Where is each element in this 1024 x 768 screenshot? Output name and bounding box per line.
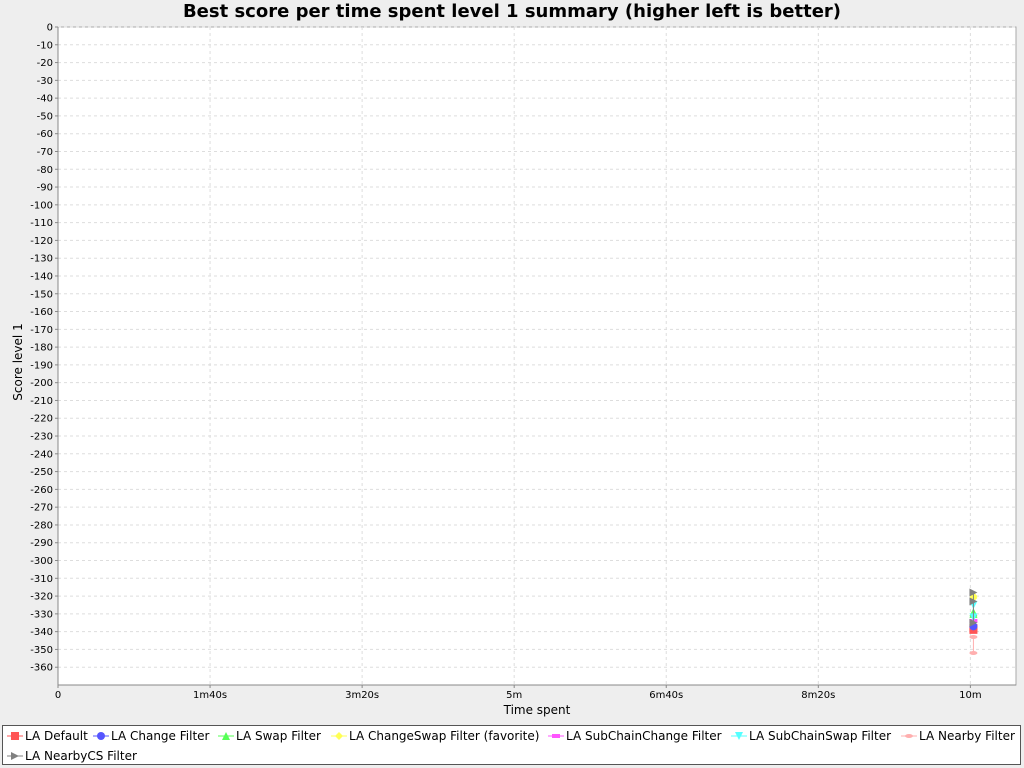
y-tick-label: -220: [30, 414, 53, 425]
legend-label: LA Default: [25, 729, 88, 743]
y-tick-label: -120: [30, 236, 53, 247]
legend-marker: [335, 732, 343, 740]
legend-marker-icon: [7, 752, 23, 760]
series-7: [969, 588, 978, 627]
legend-label: LA ChangeSwap Filter (favorite): [349, 729, 540, 743]
legend-label: LA NearbyCS Filter: [25, 749, 137, 763]
y-tick-label: -80: [37, 165, 53, 176]
legend-marker-icon: [7, 732, 23, 740]
legend-label: LA Nearby Filter: [919, 729, 1015, 743]
x-tick-label: 1m40s: [193, 690, 227, 701]
chart-title: Best score per time spent level 1 summar…: [182, 1, 842, 22]
legend-marker: [11, 732, 19, 740]
series-6: [969, 634, 978, 655]
y-tick-label: -190: [30, 360, 53, 371]
y-tick-label: 0: [47, 23, 53, 34]
x-tick-label: 3m20s: [345, 690, 379, 701]
y-tick-label: -340: [30, 627, 53, 638]
y-tick-label: -40: [37, 94, 53, 105]
x-tick-label: 0: [55, 690, 61, 701]
x-tick-label: 5m: [506, 690, 522, 701]
legend-marker: [11, 752, 19, 760]
legend-marker-icon: [218, 732, 234, 740]
y-tick-label: -160: [30, 307, 53, 318]
y-tick-label: -210: [30, 396, 53, 407]
y-tick-label: -50: [37, 111, 53, 122]
y-tick-label: -150: [30, 289, 53, 300]
legend-marker: [735, 732, 743, 740]
data-marks: [969, 588, 978, 655]
legend-marker: [222, 732, 230, 740]
y-tick-label: -320: [30, 592, 53, 603]
y-tick-label: -270: [30, 503, 53, 514]
legend-marker-icon: [901, 734, 917, 738]
y-tick-label: -360: [30, 663, 53, 674]
data-point: [969, 597, 978, 606]
y-tick-label: -20: [37, 58, 53, 69]
y-tick-label: -330: [30, 609, 53, 620]
y-axis-label: Score level 1: [11, 323, 25, 400]
legend-label: LA Change Filter: [111, 729, 210, 743]
y-tick-label: -60: [37, 129, 53, 140]
y-tick-label: -260: [30, 485, 53, 496]
legend-marker-icon: [731, 732, 747, 740]
y-tick-label: -250: [30, 467, 53, 478]
x-tick-label: 6m40s: [649, 690, 683, 701]
x-axis-label: Time spent: [503, 703, 571, 717]
y-tick-label: -300: [30, 556, 53, 567]
legend-marker-icon: [548, 734, 564, 738]
y-tick-label: -30: [37, 76, 53, 87]
y-tick-label: -290: [30, 538, 53, 549]
plot-area: [57, 26, 1017, 686]
legend-label: LA SubChainChange Filter: [566, 729, 722, 743]
data-point: [969, 650, 978, 655]
chart-canvas: 0 -10 -20 -30 -40 -50 -60 -70 -80 -90 -100 -110 -120…: [11, 23, 1017, 717]
y-tick-label: -140: [30, 271, 53, 282]
legend-marker-icon: [93, 732, 109, 740]
legend-label: LA Swap Filter: [236, 729, 321, 743]
legend-marker: [97, 732, 105, 740]
x-tick-label: 10m: [959, 690, 981, 701]
y-tick-label: -70: [37, 147, 53, 158]
legend-label: LA SubChainSwap Filter: [749, 729, 892, 743]
y-tick-label: -350: [30, 645, 53, 656]
legend-marker-icon: [331, 732, 347, 740]
legend-marker: [552, 734, 560, 738]
y-tick-label: -310: [30, 574, 53, 585]
y-tick-label: -230: [30, 432, 53, 443]
x-tick-label: 8m20s: [801, 690, 835, 701]
y-tick-label: -280: [30, 520, 53, 531]
y-tick-label: -200: [30, 378, 53, 389]
y-tick-label: -10: [37, 40, 53, 51]
y-tick-label: -110: [30, 218, 53, 229]
grid: [57, 26, 1016, 685]
data-point: [969, 618, 978, 627]
legend: LA Default LA Change Filter LA Swap Filter…: [2, 725, 1021, 765]
y-tick-label: -130: [30, 254, 53, 265]
data-point: [969, 588, 978, 597]
data-point: [969, 634, 978, 639]
y-tick-label: -90: [37, 183, 53, 194]
legend-marker: [905, 734, 913, 738]
y-tick-label: -100: [30, 200, 53, 211]
y-tick-label: -240: [30, 449, 53, 460]
y-tick-label: -170: [30, 325, 53, 336]
y-tick-label: -180: [30, 343, 53, 354]
axes: 0 -10 -20 -30 -40 -50 -60 -70 -80 -90 -100 -110 -120…: [30, 23, 1016, 701]
